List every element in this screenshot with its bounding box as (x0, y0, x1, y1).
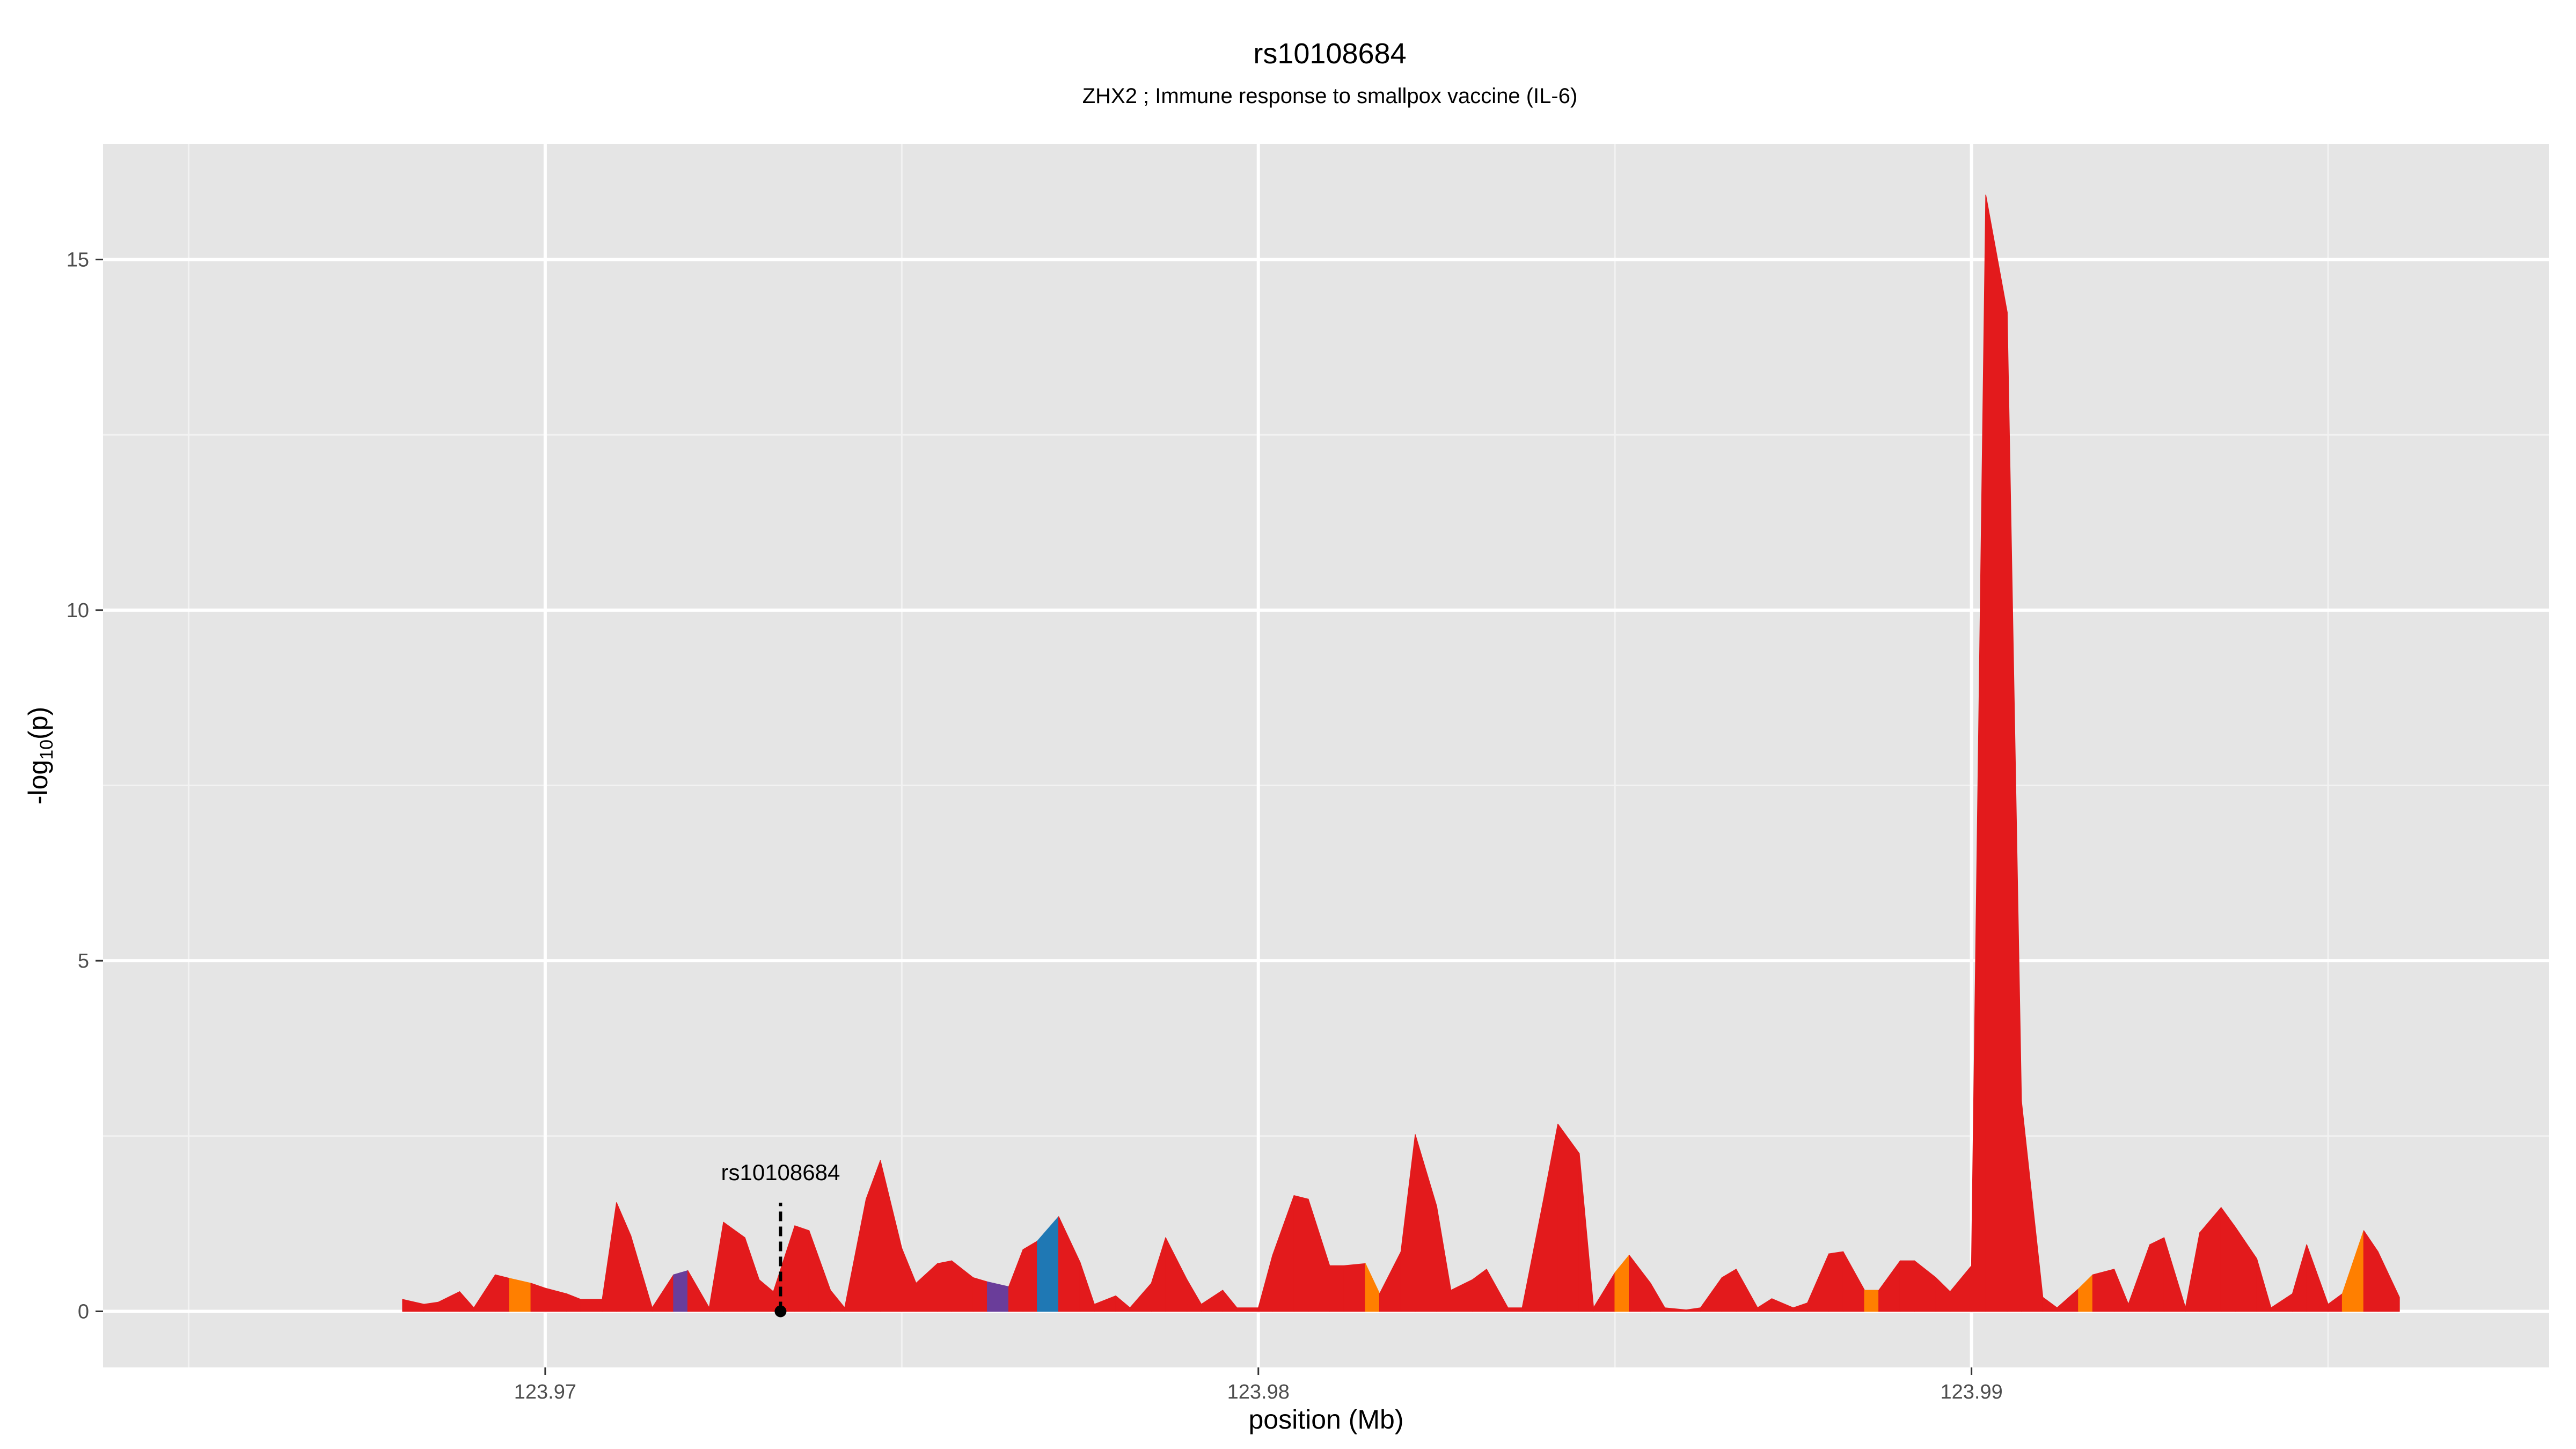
area-segment-red (1293, 1195, 1309, 1312)
area-segment-red (794, 1225, 810, 1312)
area-segment-red (723, 1221, 745, 1312)
annotation: rs10108684 (721, 1160, 840, 1318)
y-tick-label: 10 (67, 599, 89, 622)
area-segment-red (495, 1274, 510, 1312)
area-segment-red (530, 1283, 546, 1312)
y-axis-title: -log10(p) (23, 707, 57, 804)
y-tick-label: 15 (67, 249, 89, 272)
area-segment-red (1236, 1307, 1259, 1312)
area-segment-orange (509, 1278, 532, 1312)
area-series (402, 194, 2400, 1312)
y-axis-title-suffix: (p) (23, 707, 53, 740)
area-segment-red (1329, 1265, 1344, 1312)
y-axis-title-prefix: -log (23, 760, 53, 804)
area-segment-red (1557, 1123, 1580, 1312)
y-tick-label: 0 (78, 1300, 89, 1323)
x-tick-label: 123.97 (514, 1381, 576, 1403)
area-segment-purple (987, 1281, 1009, 1312)
y-axis: 0 5 10 15 (67, 249, 103, 1323)
area-segment-red (1343, 1263, 1366, 1312)
area-segment-purple (673, 1270, 689, 1312)
area-segment-red (937, 1260, 953, 1312)
area-segment-red (580, 1299, 603, 1312)
area-segment-red (1899, 1260, 1915, 1312)
area-segment-red (1985, 194, 2008, 1312)
annotation-label: rs10108684 (721, 1160, 840, 1185)
plot-panel (103, 144, 2549, 1367)
area-segment-red (1828, 1251, 1844, 1312)
area-segment-orange (1864, 1290, 1879, 1312)
area-segment-red (1507, 1307, 1523, 1312)
annotation-point (774, 1305, 787, 1318)
x-tick-label: 123.99 (1941, 1381, 2003, 1403)
x-axis: 123.97 123.98 123.99 (514, 1367, 2003, 1403)
y-axis-title-subscript: 10 (36, 740, 57, 760)
minor-gridlines (103, 144, 2549, 1367)
area-segment-red (972, 1277, 988, 1312)
y-tick-label: 5 (78, 950, 89, 972)
area-segment-red (2377, 1251, 2400, 1312)
x-tick-label: 123.98 (1227, 1381, 1290, 1403)
area-segment-red (1022, 1241, 1038, 1312)
chart-subtitle: ZHX2 ; Immune response to smallpox vacci… (1082, 84, 1578, 108)
area-segment-red (2149, 1237, 2165, 1312)
x-axis-title: position (Mb) (1249, 1404, 1404, 1435)
area-segment-red (2092, 1269, 2115, 1312)
chart-title: rs10108684 (1253, 38, 1406, 70)
